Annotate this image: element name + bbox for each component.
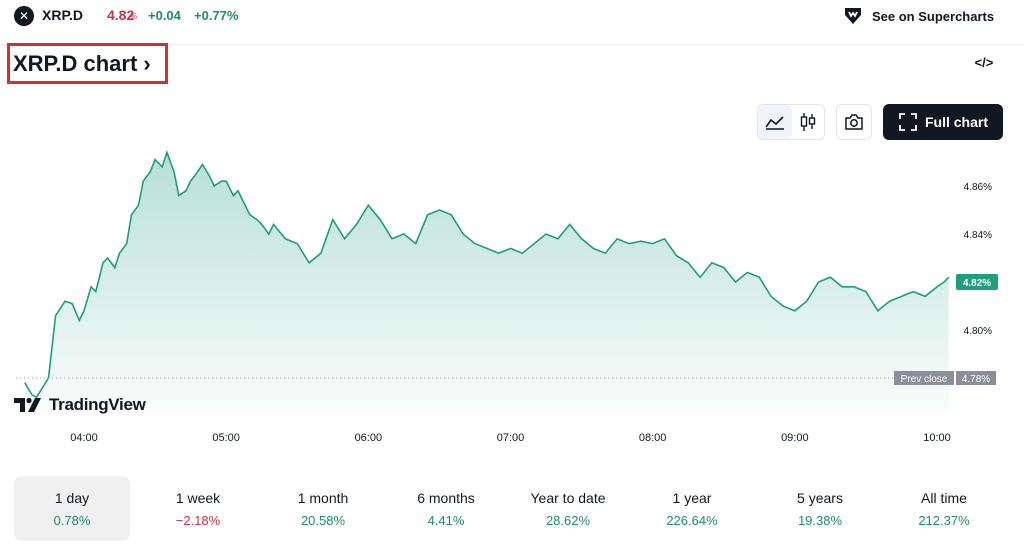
- period-change: 20.58%: [300, 513, 346, 528]
- see-on-supercharts-link[interactable]: See on Supercharts: [842, 5, 994, 27]
- period-label: 5 years: [797, 490, 843, 506]
- period-label: 1 month: [297, 490, 349, 506]
- y-tick-label: 4.84%: [964, 230, 992, 241]
- supercharts-icon: [845, 8, 861, 24]
- price-area: [24, 152, 949, 414]
- full-chart-button[interactable]: Full chart: [883, 104, 1003, 140]
- prev-close-label: Prev close: [901, 374, 948, 385]
- see-on-supercharts-label: See on Supercharts: [872, 8, 995, 24]
- x-logo-icon: ✕: [14, 6, 34, 26]
- period-label: 1 day: [54, 490, 90, 506]
- performance-periods: 1 day 0.78% 1 week −2.18% 1 month 20.58% 6 mon…: [14, 476, 1014, 541]
- x-tick-label: 04:00: [70, 432, 98, 444]
- x-tick-label: 10:00: [923, 432, 951, 444]
- period-label: 1 week: [175, 490, 221, 506]
- x-tick-label: 08:00: [639, 432, 667, 444]
- x-tick-label: 07:00: [497, 432, 525, 444]
- price-change-percent: +0.77%: [194, 8, 239, 23]
- period-label: 1 year: [672, 490, 712, 506]
- price-change: +0.04: [148, 8, 181, 23]
- period-tab[interactable]: 1 day 0.78%: [14, 476, 130, 541]
- price-line: [24, 150, 950, 399]
- y-tick-label: 4.80%: [964, 326, 992, 337]
- x-tick-label: 06:00: [355, 432, 383, 444]
- camera-icon: [845, 114, 863, 130]
- period-tab[interactable]: Year to date 28.62%: [510, 476, 626, 541]
- period-change: 0.78%: [53, 513, 91, 528]
- area-chart-icon: [765, 116, 784, 130]
- header-divider: [0, 44, 1024, 45]
- period-tab[interactable]: 1 year 226.64%: [634, 476, 750, 541]
- symbol-name[interactable]: XRP.D: [42, 7, 83, 23]
- x-tick-label: 05:00: [212, 432, 240, 444]
- period-change: 19.38%: [797, 513, 843, 528]
- period-tab[interactable]: All time 212.37%: [886, 476, 1002, 541]
- snapshot-button[interactable]: [836, 104, 872, 140]
- fullscreen-icon: [899, 113, 917, 131]
- period-tab[interactable]: 5 years 19.38%: [762, 476, 878, 541]
- period-tab[interactable]: 1 week −2.18%: [140, 476, 256, 541]
- candlestick-icon: [800, 113, 816, 131]
- prev-close-value: 4.78%: [962, 374, 990, 385]
- tradingview-wordmark: TradingView: [49, 395, 146, 414]
- candlestick-button[interactable]: [791, 105, 825, 139]
- last-price-badge: 4.82%: [956, 274, 998, 290]
- period-label: All time: [921, 490, 967, 506]
- period-label: Year to date: [530, 490, 606, 506]
- highlight-box: [7, 43, 168, 84]
- period-change: 28.62%: [545, 513, 591, 528]
- period-change: 212.37%: [918, 513, 970, 528]
- x-tick-label: 09:00: [781, 432, 809, 444]
- period-tab[interactable]: 6 months 4.41%: [388, 476, 504, 541]
- price-chart[interactable]: 4.86% 4.84% 4.82% 4.80% 04:00 05:00 06:00 07:00…: [0, 150, 1024, 460]
- y-tick-label: 4.86%: [964, 182, 992, 193]
- period-change: 4.41%: [427, 513, 465, 528]
- symbol-header: ✕ XRP.D 4.82 % +0.04 +0.77% See on Super…: [0, 0, 1024, 32]
- price-unit: %: [130, 12, 138, 21]
- tradingview-icon: [14, 397, 41, 412]
- chart-style-toggle: [757, 104, 825, 140]
- last-price-label: 4.82%: [963, 278, 991, 289]
- chart-title-link[interactable]: XRP.D chart ›: [13, 51, 151, 76]
- embed-code-icon[interactable]: </>: [974, 55, 994, 70]
- period-change: −2.18%: [175, 513, 221, 528]
- period-change: 226.64%: [666, 513, 718, 528]
- tradingview-logo[interactable]: TradingView: [14, 395, 146, 415]
- price-value: 4.82: [107, 7, 135, 23]
- area-chart-button[interactable]: [758, 105, 792, 139]
- full-chart-label: Full chart: [925, 114, 989, 130]
- period-label: 6 months: [417, 490, 475, 506]
- period-tab[interactable]: 1 month 20.58%: [265, 476, 381, 541]
- prev-close-badge: Prev close 4.78%: [894, 371, 996, 385]
